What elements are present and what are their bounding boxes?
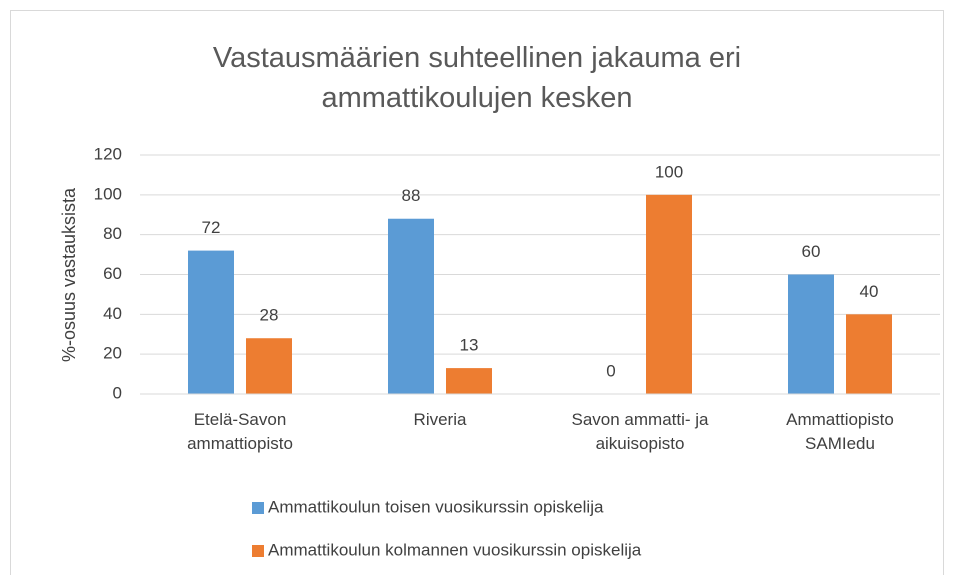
data-label: 100	[655, 162, 683, 181]
data-label: 60	[802, 242, 821, 261]
y-tick-label: 60	[103, 264, 122, 283]
legend-swatch	[252, 502, 264, 514]
x-tick-label: Etelä-Savon ammattiopisto	[187, 410, 293, 453]
bar	[446, 368, 492, 394]
legend-swatch	[252, 545, 264, 557]
y-tick-label: 40	[103, 304, 122, 323]
x-tick-label: Ammattiopisto SAMIedu	[786, 410, 894, 453]
y-tick-label: 100	[94, 184, 122, 203]
chart-title: Vastausmäärien suhteellinen jakauma eri …	[212, 42, 742, 114]
data-label: 72	[202, 218, 221, 237]
bar	[188, 250, 234, 394]
data-label: 88	[402, 186, 421, 205]
chart-border	[10, 10, 944, 575]
y-tick-label: 20	[103, 344, 122, 363]
data-label: 28	[260, 306, 279, 325]
legend-label: Ammattikoulun toisen vuosikurssin opiske…	[268, 497, 604, 516]
bar	[246, 338, 292, 394]
x-tick-label: Savon ammatti- ja aikuisopisto	[571, 410, 709, 453]
bar	[646, 194, 692, 394]
y-tick-label: 120	[94, 144, 122, 163]
data-label: 40	[860, 282, 879, 301]
data-label: 13	[460, 336, 479, 355]
x-tick-label: Riveria	[413, 410, 467, 429]
bar	[846, 314, 892, 394]
y-tick-label: 0	[113, 383, 122, 402]
y-tick-label: 80	[103, 224, 122, 243]
legend-label: Ammattikoulun kolmannen vuosikurssin opi…	[268, 540, 642, 559]
y-axis-label: %-osuus vastauksista	[59, 187, 79, 362]
data-label: 0	[606, 361, 615, 380]
bar	[388, 218, 434, 394]
bar	[788, 274, 834, 394]
